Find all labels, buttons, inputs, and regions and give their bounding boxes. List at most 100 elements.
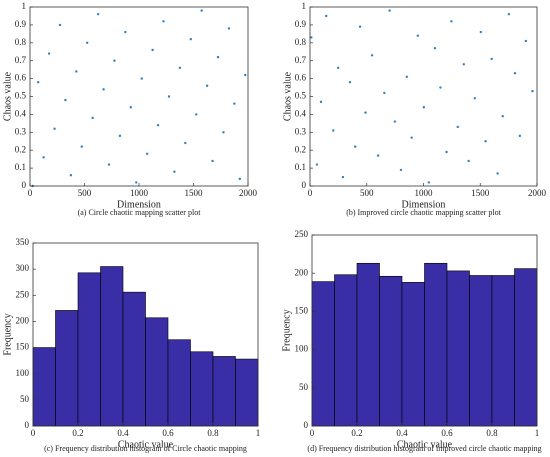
point	[96, 12, 100, 16]
point	[427, 181, 431, 184]
y-tick-label: 0.9	[15, 19, 27, 29]
x-tick-label: 1	[256, 428, 261, 438]
point	[124, 30, 127, 34]
bar	[491, 275, 515, 427]
point	[107, 163, 111, 166]
point	[118, 134, 122, 138]
point	[315, 163, 319, 166]
y-tick-label: 50	[20, 394, 30, 404]
point	[211, 159, 214, 163]
bar	[311, 281, 335, 427]
point	[151, 48, 154, 52]
x-axis-label: Dimension	[402, 199, 446, 210]
point	[450, 20, 453, 23]
y-tick-label: 0.1	[295, 162, 306, 172]
point	[86, 41, 89, 44]
y-tick-label: 0.2	[15, 144, 26, 154]
y-axis-label: Chaos value	[2, 71, 13, 121]
point	[462, 63, 465, 66]
point	[145, 152, 149, 155]
y-tick-label: 0	[25, 420, 30, 430]
caption: (a) Circle chaotic mapping scatter plot	[78, 208, 202, 217]
y-tick-label: 0.5	[295, 91, 307, 101]
caption: (d) Frequency distribution histogram of …	[307, 444, 541, 453]
bar	[424, 262, 448, 427]
point	[113, 59, 116, 62]
point	[244, 73, 247, 77]
point	[501, 114, 504, 118]
y-tick-label: 100	[16, 368, 30, 378]
point	[310, 36, 313, 39]
x-tick-label: 1000	[130, 188, 149, 198]
axes-box	[311, 234, 538, 427]
bar	[55, 310, 79, 427]
y-tick-label: 0.2	[295, 144, 306, 154]
plot-area	[30, 7, 248, 186]
point	[439, 86, 442, 89]
y-tick-label: 1	[302, 1, 307, 11]
point	[383, 91, 386, 95]
bar	[514, 268, 538, 427]
y-tick-label: 0.1	[15, 162, 26, 172]
point	[58, 23, 62, 27]
point	[319, 100, 323, 104]
point	[332, 129, 335, 132]
point	[518, 134, 522, 138]
y-tick-label: 200	[16, 315, 30, 325]
point	[156, 123, 160, 127]
plot-area	[310, 7, 537, 186]
point	[80, 145, 83, 148]
y-axis-label: Frequency	[281, 309, 292, 351]
x-tick-label: 0.6	[162, 428, 174, 438]
y-tick-label: 1	[22, 1, 27, 11]
x-tick-label: 500	[360, 188, 374, 198]
point	[42, 156, 45, 159]
point	[531, 89, 534, 93]
point	[216, 55, 220, 59]
point	[399, 168, 403, 172]
point	[53, 127, 56, 130]
point	[173, 170, 176, 173]
point	[524, 39, 528, 43]
y-axis-label: Chaos value	[282, 71, 293, 121]
point	[405, 75, 409, 79]
x-tick-label: 1500	[471, 188, 490, 198]
point	[69, 174, 73, 177]
point	[513, 72, 517, 75]
x-tick-label: 2000	[528, 188, 547, 198]
point	[445, 150, 448, 154]
point	[140, 77, 143, 80]
bar	[122, 291, 146, 427]
bar	[379, 275, 403, 427]
y-tick-label: 0.8	[15, 37, 27, 47]
point	[222, 131, 225, 134]
point	[341, 175, 345, 179]
bar	[212, 356, 236, 427]
y-tick-label: 0	[302, 180, 307, 190]
point	[75, 70, 78, 73]
point	[479, 30, 483, 34]
x-tick-label: 2000	[239, 188, 258, 198]
point	[195, 113, 198, 116]
x-tick-label: 0.8	[207, 428, 219, 438]
point	[393, 120, 397, 123]
y-tick-label: 0.6	[15, 73, 27, 83]
bar	[145, 317, 169, 427]
y-tick-label: 150	[16, 342, 30, 352]
x-tick-label: 1500	[185, 188, 204, 198]
bar	[77, 272, 101, 427]
point	[410, 136, 413, 139]
y-tick-label: 0.3	[15, 126, 27, 136]
point	[456, 125, 459, 129]
y-tick-label: 150	[295, 305, 309, 315]
x-axis-label: Chaotic value	[118, 439, 174, 450]
x-tick-label: 0.6	[441, 428, 453, 438]
point	[184, 141, 187, 145]
point	[91, 116, 94, 120]
y-tick-label: 0.4	[295, 108, 307, 118]
point	[47, 52, 51, 55]
point	[416, 34, 420, 37]
caption: (c) Frequency distribution histogram of …	[44, 444, 247, 453]
point	[358, 25, 362, 28]
